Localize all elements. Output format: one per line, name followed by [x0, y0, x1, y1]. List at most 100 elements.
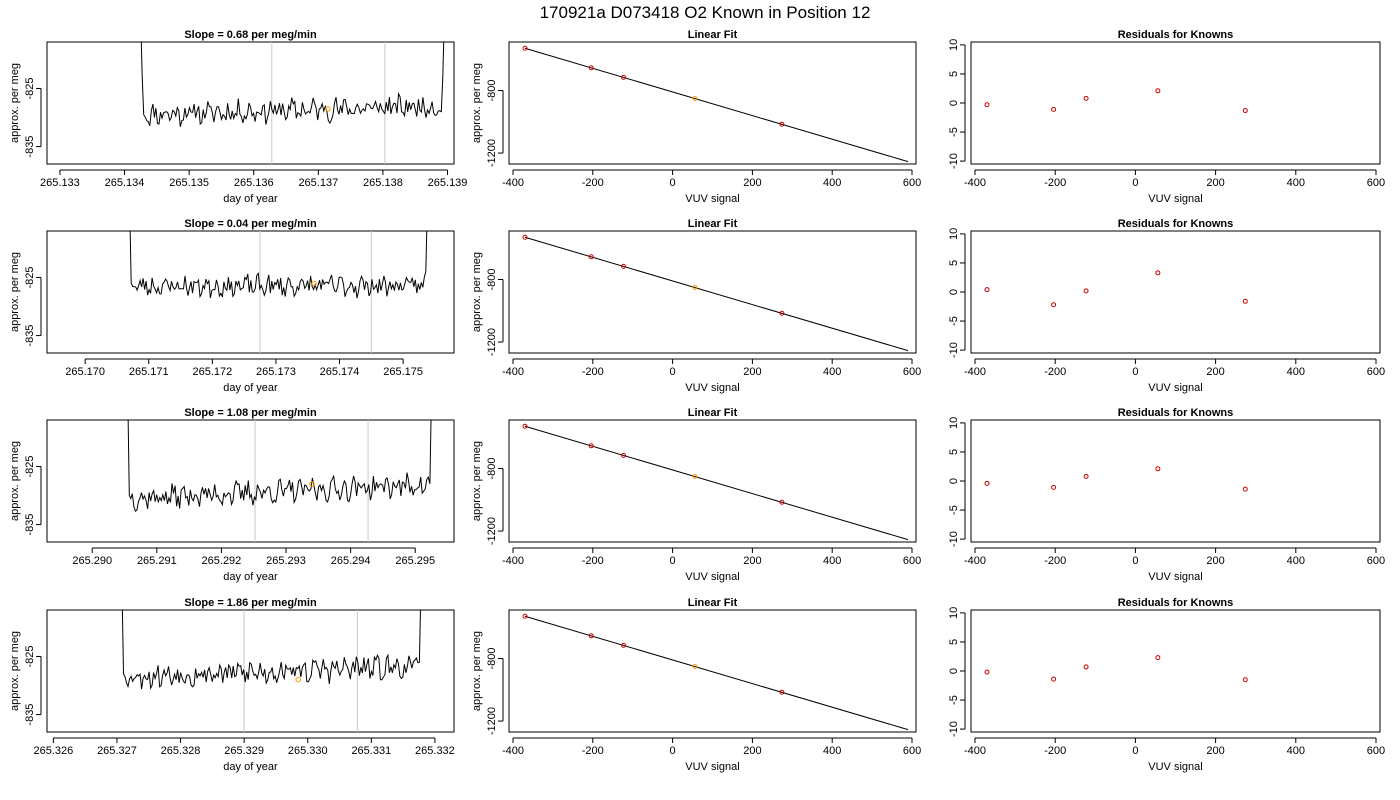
- y-tick-label: -1200: [486, 707, 498, 735]
- residual-point: [1155, 655, 1161, 661]
- x-axis-label: day of year: [223, 193, 278, 205]
- residual-point: [1155, 270, 1161, 276]
- panel-3-time: Slope = 1.08 per meg/min 265.290 265.291 26…: [9, 407, 455, 583]
- x-axis-label: VUV signal: [1148, 571, 1202, 583]
- standard-point: [588, 254, 594, 260]
- x-tick-label: 600: [903, 177, 921, 189]
- x-tick-label: 0: [1132, 555, 1138, 567]
- plot-frame: [508, 41, 917, 165]
- panel-title: Residuals for Knowns: [1118, 218, 1234, 230]
- plot-area: [140, 42, 445, 164]
- y-tick-label: -835: [24, 704, 36, 726]
- x-tick-label: 265.135: [169, 177, 209, 189]
- x-tick-label: 265.175: [383, 366, 423, 378]
- panel-title: Linear Fit: [688, 218, 738, 230]
- plot-frame: [970, 41, 1381, 165]
- x-tick-label: 600: [1367, 366, 1385, 378]
- y-tick-label: -1200: [486, 139, 498, 167]
- y-tick-label: 5: [948, 639, 960, 645]
- y-tick-label: -5: [948, 505, 960, 515]
- signal-trace: [127, 420, 432, 513]
- standard-point: [588, 443, 594, 449]
- standard-point: [779, 310, 785, 316]
- known-point: [692, 95, 698, 101]
- x-tick-label: 600: [1367, 555, 1385, 567]
- x-axis-label: VUV signal: [1148, 193, 1202, 205]
- panel-4-resid: Residuals for Knowns -400 -200 0 200 400 600 VU…: [948, 597, 1385, 773]
- x-tick-label: 265.134: [105, 177, 145, 189]
- x-tick-label: 0: [1132, 366, 1138, 378]
- x-tick-label: 265.330: [288, 745, 328, 757]
- standard-point: [522, 45, 528, 51]
- x-tick-label: 200: [1206, 555, 1224, 567]
- x-tick-label: 0: [670, 745, 676, 757]
- panel-title: Residuals for Knowns: [1118, 597, 1234, 609]
- y-tick-label: -800: [486, 79, 498, 101]
- y-axis-label: approx. per meg: [471, 441, 483, 521]
- x-tick-label: 0: [670, 555, 676, 567]
- residual-point: [984, 480, 990, 486]
- y-tick-label: 0: [948, 668, 960, 674]
- residual-point: [1083, 664, 1089, 670]
- panel-title: Slope = 1.08 per meg/min: [184, 407, 317, 419]
- plot-area: [121, 610, 421, 732]
- x-tick-label: -200: [1044, 555, 1066, 567]
- plot-frame: [970, 419, 1381, 543]
- x-tick-label: 400: [823, 366, 841, 378]
- panel-title: Linear Fit: [688, 407, 738, 419]
- panel-1-time: Slope = 0.68 per meg/min 265.133 265.134 26…: [9, 29, 467, 205]
- y-tick-label: -1200: [486, 328, 498, 356]
- residual-point: [984, 287, 990, 293]
- x-tick-label: 200: [743, 745, 761, 757]
- plot-frame: [46, 609, 455, 733]
- residual-point: [1155, 88, 1161, 94]
- y-tick-label: -5: [948, 127, 960, 137]
- plot-area: [522, 45, 909, 163]
- plot-area: [984, 270, 1248, 308]
- signal-trace: [129, 231, 428, 299]
- panel-1-fit: Linear Fit -400 -200 0 200 400 600 VUV signal -1…: [471, 29, 921, 205]
- panel-title: Linear Fit: [688, 29, 738, 41]
- standard-point: [779, 121, 785, 127]
- standard-point: [779, 499, 785, 505]
- y-tick-label: -10: [948, 531, 960, 547]
- x-tick-label: 265.171: [129, 366, 169, 378]
- residual-point: [1242, 298, 1248, 304]
- x-tick-label: 265.292: [202, 555, 242, 567]
- plot-area: [984, 655, 1248, 683]
- x-tick-label: -400: [964, 555, 986, 567]
- standard-point: [621, 74, 627, 80]
- residual-point: [1083, 95, 1089, 101]
- x-tick-label: -200: [582, 366, 604, 378]
- y-tick-label: 10: [948, 607, 960, 619]
- x-tick-label: 265.291: [137, 555, 177, 567]
- x-axis-label: VUV signal: [685, 761, 739, 773]
- x-tick-label: 265.138: [363, 177, 403, 189]
- y-tick-label: 0: [948, 478, 960, 484]
- fit-line: [524, 615, 909, 731]
- x-tick-label: 200: [743, 366, 761, 378]
- x-tick-label: 265.329: [224, 745, 264, 757]
- x-tick-label: 0: [1132, 745, 1138, 757]
- plot-frame: [970, 609, 1381, 733]
- x-tick-label: 265.332: [415, 745, 455, 757]
- standard-point: [621, 452, 627, 458]
- x-tick-label: -200: [1044, 366, 1066, 378]
- x-tick-label: 265.170: [65, 366, 105, 378]
- x-axis-label: day of year: [223, 761, 278, 773]
- x-tick-label: -400: [964, 745, 986, 757]
- x-tick-label: 265.331: [351, 745, 391, 757]
- standard-point: [779, 689, 785, 695]
- signal-trace: [140, 42, 445, 127]
- plot-area: [522, 613, 909, 731]
- y-tick-label: -800: [486, 647, 498, 669]
- x-tick-label: 600: [1367, 745, 1385, 757]
- residual-point: [1051, 676, 1057, 682]
- x-tick-label: 400: [823, 555, 841, 567]
- known-marker: [309, 481, 315, 487]
- y-tick-label: -1200: [486, 517, 498, 545]
- panel-2-resid: Residuals for Knowns -400 -200 0 200 400 600 VU…: [948, 218, 1385, 394]
- y-axis-label: approx. per meg: [9, 441, 21, 521]
- x-tick-label: -400: [502, 745, 524, 757]
